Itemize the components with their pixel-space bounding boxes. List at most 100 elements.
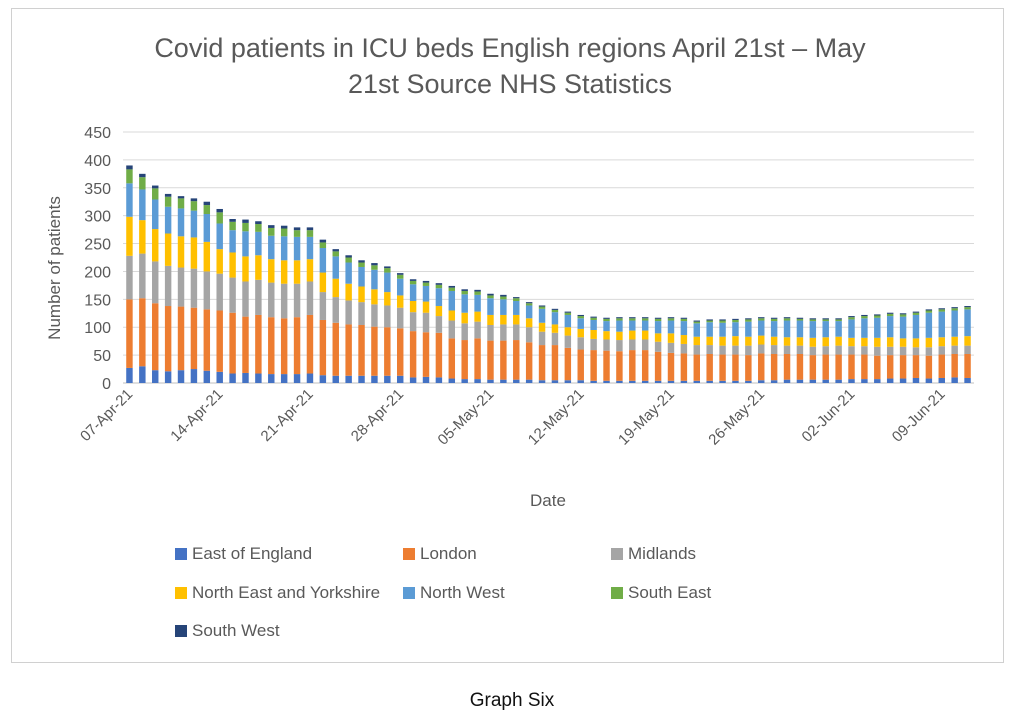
bar-segment [474,291,481,295]
bar-segment [255,221,262,225]
bar-segment [912,311,920,313]
bar-segment [500,324,507,341]
bar-segment [964,336,971,346]
bar-segment [242,316,249,373]
bar-segment [564,311,572,313]
bar-segment [654,317,662,319]
bar-segment [796,379,804,383]
bar-segment [268,227,275,236]
bar-segment [293,230,301,237]
bar-segment [848,319,855,338]
bar-segment [770,336,778,346]
bar-segment [616,351,623,381]
bar-segment [796,337,804,346]
bar-segment [693,345,701,355]
bar-segment [551,308,559,310]
bar-segment [758,335,765,345]
bar-segment [783,379,791,383]
bar-segment [487,324,494,341]
x-tick-label: 21-Apr-21 [258,386,317,445]
bar-segment [268,282,275,318]
bar-segment [667,317,675,319]
bar-segment [203,201,211,206]
bar-segment [654,318,662,322]
legend-label: East of England [192,544,312,563]
bar-segment [448,338,456,379]
bar-segment [255,314,262,374]
bar-segment [551,332,559,346]
bar-segment [371,263,378,266]
x-tick-label: 07-Apr-21 [77,386,136,445]
bar-segment [629,320,636,331]
bar-segment [332,251,339,257]
bar-segment [448,285,456,288]
bar-segment [371,326,378,376]
bar-segment [164,206,172,234]
bar-segment [525,303,533,306]
bar-segment [680,353,688,381]
bar-segment [487,379,494,383]
bar-segment [268,317,275,375]
legend-item: North West [403,583,505,602]
bar-segment [770,353,778,381]
bar-segment [255,279,262,315]
bar-segment [654,333,662,342]
legend-label: South West [192,621,280,640]
bar-segment [732,354,739,381]
bar-segment [409,312,417,332]
bar-segment [590,319,597,331]
bar-segment [319,242,327,249]
bar-segment [745,321,752,337]
bar-segment [951,345,958,354]
bar-segment [422,282,430,286]
y-tick-label: 350 [84,181,111,198]
legend-swatch [175,548,187,560]
bar-segment [590,317,597,320]
bar-segment [500,294,507,297]
bar-segment [848,337,855,347]
legend-label: Midlands [628,544,696,563]
bar-segment [835,354,842,380]
bar-segment [938,354,945,378]
bar-segment [964,353,971,378]
bar-segment [306,373,314,383]
bar-segment [306,230,314,237]
bar-segment [164,371,172,383]
bar-segment [758,380,765,383]
x-tick-label: 12-May-21 [525,386,588,449]
bar-segment [538,380,546,383]
bar-segment [280,374,288,383]
bar-segment [951,377,958,383]
x-tick-label: 19-May-21 [615,386,678,449]
bar-segment [551,309,559,313]
bar-segment [848,354,855,380]
bar-segment [306,281,314,315]
bar-segment [474,338,481,380]
x-tick-label: 09-Jun-21 [889,386,949,446]
bar-segment [358,302,365,325]
bar-segment [435,283,443,285]
x-axis: 07-Apr-21 14-Apr-21 21-Apr-21 28-Apr-21 05-M… [77,386,949,449]
bar-segment [345,255,352,258]
y-tick-label: 50 [93,348,111,365]
bar-segment [268,235,275,260]
bar-segment [203,309,211,371]
bar-segment [654,321,662,334]
bar-segment [564,347,572,381]
bar-segment [229,373,236,383]
bar-segment [667,320,675,334]
bar-segment [164,193,172,197]
bar-segment [345,257,352,263]
bar-segment [500,379,507,383]
bar-segment [177,236,185,268]
bar-segment [835,319,842,322]
bar-segment [732,380,739,383]
bar-segment [706,320,713,323]
y-tick-label: 300 [84,209,111,226]
bar-segment [886,316,894,338]
bar-segment [538,308,546,323]
bar-segment [680,335,688,344]
legend-swatch [175,625,187,637]
bar-segment [203,370,211,383]
bar-segment [126,255,133,300]
